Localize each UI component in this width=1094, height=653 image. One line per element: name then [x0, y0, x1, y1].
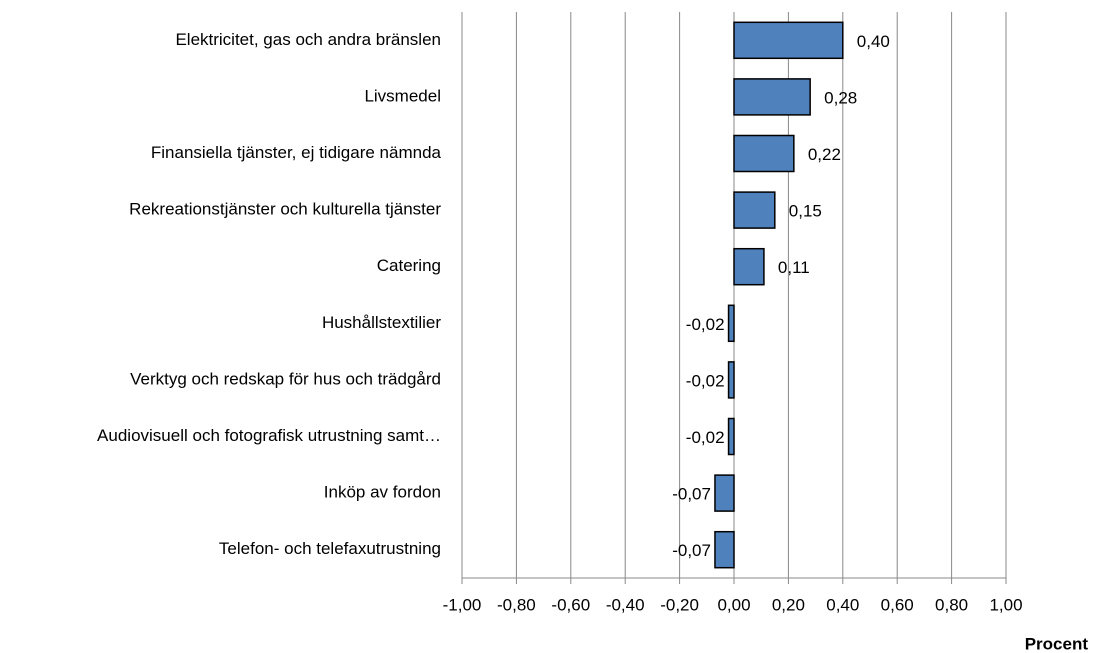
- bar: [733, 21, 844, 60]
- bar: [733, 247, 765, 286]
- bar: [727, 361, 735, 399]
- x-tick-label: -1,00: [443, 595, 482, 614]
- y-tick-label: Finansiella tjänster, ej tidigare nämnda: [151, 143, 442, 162]
- y-tick-label: Audiovisuell och fotografisk utrustning …: [97, 426, 441, 445]
- x-tick-label: 0,60: [881, 595, 914, 614]
- value-label: 0,22: [808, 145, 841, 164]
- value-label: 0,28: [824, 88, 857, 107]
- x-tick-label: -0,60: [551, 595, 590, 614]
- bar: [714, 474, 735, 512]
- x-tick-label: 0,80: [935, 595, 968, 614]
- value-label: -0,02: [686, 315, 725, 334]
- y-tick-label: Telefon- och telefaxutrustning: [219, 539, 441, 558]
- bar: [727, 304, 735, 343]
- value-label: 0,11: [778, 258, 810, 277]
- y-tick-label: Livsmedel: [364, 86, 441, 105]
- x-tick-label: 0,40: [826, 595, 859, 614]
- x-tick-label: 0,00: [717, 595, 750, 614]
- y-tick-label: Verktyg och redskap för hus och trädgård: [130, 369, 441, 388]
- x-axis-label: Procent: [1025, 634, 1089, 653]
- bar: [733, 134, 795, 173]
- bar: [727, 417, 735, 456]
- y-tick-label: Inköp av fordon: [324, 483, 441, 502]
- value-label: -0,02: [686, 428, 725, 447]
- y-tick-label: Catering: [377, 256, 441, 275]
- x-tick-label: -0,40: [606, 595, 645, 614]
- x-tick-label: 0,20: [772, 595, 805, 614]
- value-label: -0,07: [672, 485, 711, 504]
- y-tick-label: Hushållstextilier: [322, 313, 441, 332]
- bar: [733, 191, 776, 229]
- y-tick-label: Elektricitet, gas och andra bränslen: [175, 30, 441, 49]
- bar: [733, 78, 811, 116]
- value-label: -0,07: [672, 541, 711, 560]
- value-label: 0,15: [789, 202, 822, 221]
- value-label: -0,02: [686, 371, 725, 390]
- x-tick-label: -0,20: [660, 595, 699, 614]
- value-label: 0,40: [857, 32, 890, 51]
- x-tick-label: -0,80: [497, 595, 536, 614]
- y-tick-label: Rekreationstjänster och kulturella tjäns…: [129, 200, 441, 219]
- bar: [714, 530, 735, 569]
- x-tick-label: 1,00: [989, 595, 1022, 614]
